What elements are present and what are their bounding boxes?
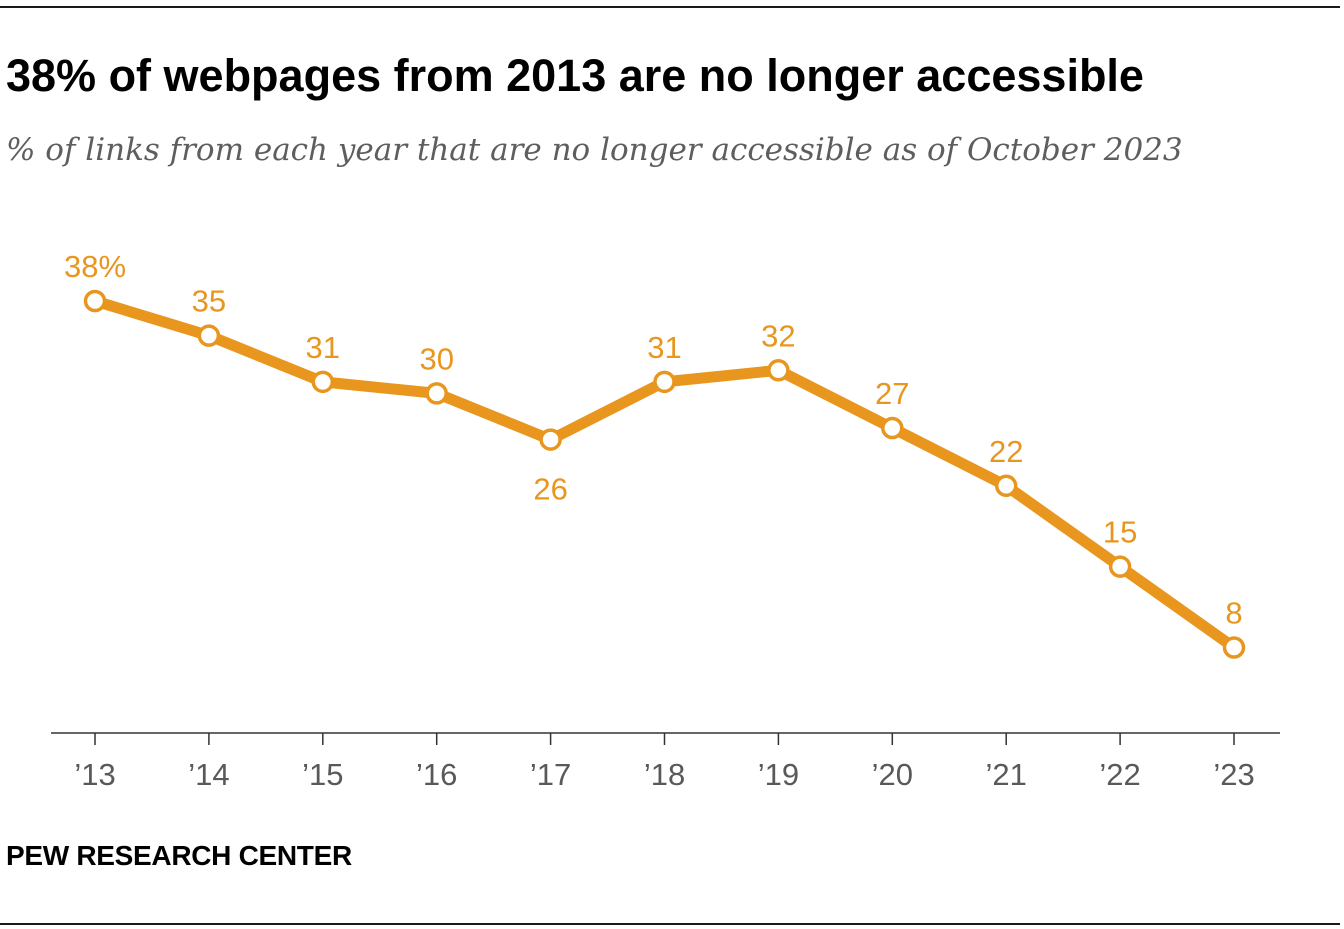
data-label: 31 — [647, 330, 681, 365]
data-point — [539, 428, 562, 451]
data-point — [83, 289, 107, 313]
data-label: 27 — [875, 376, 909, 411]
data-label: 32 — [761, 318, 795, 353]
data-label: 30 — [419, 341, 453, 376]
x-tick-label: ’14 — [188, 757, 229, 792]
bottom-rule — [0, 923, 1340, 925]
data-point — [653, 370, 676, 394]
data-point — [1108, 555, 1132, 578]
x-tick-label: ’16 — [416, 757, 457, 792]
data-label: 35 — [192, 284, 226, 319]
x-tick-label: ’15 — [302, 757, 343, 792]
x-tick-label: ’13 — [74, 757, 115, 792]
x-tick-label: ’19 — [758, 757, 799, 792]
data-point — [881, 416, 904, 440]
x-tick-label: ’18 — [644, 757, 685, 792]
data-point — [767, 359, 790, 382]
x-tick-label: ’22 — [1099, 757, 1140, 792]
x-tick-label: ’21 — [986, 757, 1027, 792]
data-point — [425, 382, 448, 405]
data-point — [311, 370, 335, 394]
top-rule — [0, 6, 1340, 8]
chart-subtitle: % of links from each year that are no lo… — [6, 132, 1183, 168]
data-label: 15 — [1103, 515, 1137, 550]
source-credit: PEW RESEARCH CENTER — [6, 840, 352, 871]
data-label: 26 — [533, 472, 567, 507]
data-label: 31 — [306, 330, 340, 365]
x-tick-label: ’20 — [872, 757, 913, 792]
data-label: 8 — [1225, 596, 1242, 631]
chart-title: 38% of webpages from 2013 are no longer … — [6, 50, 1144, 101]
data-label: 38% — [64, 249, 126, 284]
x-tick-label: ’17 — [530, 757, 571, 792]
data-point — [197, 324, 221, 347]
x-tick-label: ’23 — [1213, 757, 1254, 792]
data-point — [1222, 636, 1246, 659]
data-point — [994, 474, 1018, 498]
data-label: 22 — [989, 434, 1023, 469]
